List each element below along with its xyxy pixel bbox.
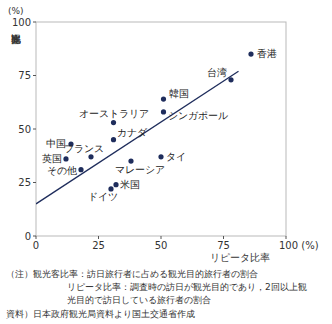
y-tick-label: 100 — [12, 17, 31, 28]
point — [228, 77, 233, 82]
point — [113, 182, 118, 187]
point-label: カナダ — [117, 127, 148, 138]
x-tick — [36, 236, 37, 239]
point — [158, 154, 163, 159]
y-tick — [33, 75, 36, 76]
x-tick — [286, 236, 287, 239]
y-label: 観光客比率 — [11, 34, 21, 45]
x-tick-label: 25 — [92, 240, 105, 251]
point-label: タイ — [166, 151, 186, 162]
trend-line — [36, 71, 239, 204]
x-label: リピータ比率 — [210, 252, 270, 263]
point-label: オーストラリア — [79, 108, 149, 119]
y-tick-label: 75 — [18, 70, 31, 81]
point — [111, 137, 116, 142]
point — [63, 156, 68, 161]
y-tick — [33, 129, 36, 130]
point-label: 台湾 — [207, 67, 227, 78]
plot-frame — [36, 22, 286, 236]
point-label: ドイツ — [88, 191, 118, 202]
point — [248, 52, 253, 57]
y-tick-label: 25 — [18, 177, 31, 188]
x-tick-label: 100 (%) — [279, 240, 319, 251]
x-tick-label: 75 — [217, 240, 230, 251]
note: リピータ比率：調査時の訪日が観光目的であり，2回以上観 — [67, 282, 307, 292]
point-label: シンガポール — [168, 110, 228, 121]
x-tick — [223, 236, 224, 239]
point — [78, 167, 83, 172]
y-tick — [33, 22, 36, 23]
note: 光目的で訪日している旅行者の割合 — [67, 295, 211, 305]
point — [161, 109, 166, 114]
point-label: 中国 — [46, 138, 66, 149]
point — [111, 120, 116, 125]
y-unit: (%) — [8, 6, 24, 16]
x-tick — [161, 236, 162, 239]
note: 資料）日本政府観光局資料より国土交通省作成 — [6, 309, 195, 319]
point-label: フランス — [64, 143, 104, 154]
note: （注）観光客比率：訪日旅行者に占める観光目的旅行者の割合 — [6, 269, 258, 279]
x-tick — [98, 236, 99, 239]
point-label: 米国 — [120, 179, 140, 190]
point — [161, 96, 166, 101]
y-tick-label: 0 — [25, 231, 31, 242]
point-label: 韓国 — [169, 88, 189, 99]
y-tick-label: 50 — [18, 124, 31, 135]
chart: 0 25 50 75 100 0 25 50 75 100 (%) (%) 観光客比率リピータ比率 香港… — [0, 0, 332, 324]
point — [88, 154, 93, 159]
point — [128, 159, 133, 164]
point-label: マレーシア — [115, 164, 165, 175]
point-label: 英国 — [42, 153, 62, 164]
plot-marks — [36, 52, 254, 204]
x-tick-label: 0 — [33, 240, 39, 251]
point-label: 香港 — [257, 48, 277, 59]
x-tick-label: 50 — [155, 240, 168, 251]
y-tick — [33, 182, 36, 183]
point-label: その他 — [47, 165, 77, 176]
